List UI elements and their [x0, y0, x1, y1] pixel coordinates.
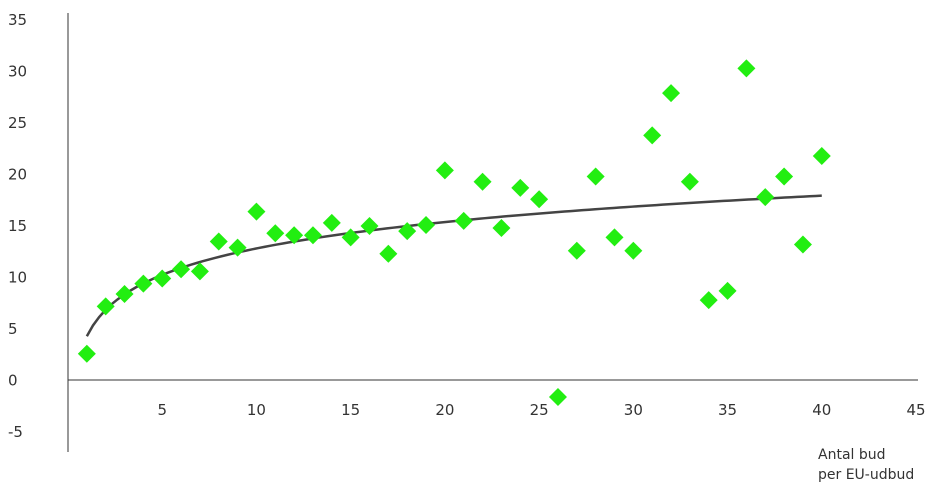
- y-tick-label: 30: [8, 63, 27, 81]
- data-point: [417, 215, 436, 234]
- data-point: [115, 284, 134, 303]
- x-tick-label: 30: [624, 401, 643, 419]
- y-tick-label: 10: [8, 269, 27, 287]
- data-point: [379, 244, 398, 263]
- trendline: [85, 194, 822, 337]
- data-points: [77, 59, 831, 406]
- data-point: [812, 146, 831, 165]
- y-tick-label: 25: [8, 114, 27, 132]
- x-tick-label: 40: [812, 401, 831, 419]
- x-axis-label-line-1: Antal bud: [818, 447, 886, 463]
- y-tick-label: -5: [8, 423, 23, 441]
- data-point: [662, 84, 681, 103]
- data-point: [473, 172, 492, 191]
- data-point: [435, 161, 454, 180]
- data-point: [680, 172, 699, 191]
- data-point: [322, 213, 341, 232]
- data-point: [172, 260, 191, 279]
- data-point: [567, 241, 586, 260]
- x-tick-label: 5: [157, 401, 167, 419]
- x-axis-label-line-2: per EU-udbud: [818, 467, 914, 483]
- y-tick-label: 20: [8, 166, 27, 184]
- data-point: [303, 226, 322, 245]
- data-point: [247, 202, 266, 221]
- data-point: [134, 274, 153, 293]
- data-point: [153, 269, 172, 288]
- data-point: [228, 238, 247, 257]
- data-point: [190, 262, 209, 281]
- data-point: [341, 228, 360, 247]
- data-point: [454, 211, 473, 230]
- x-tick-label: 10: [247, 401, 266, 419]
- data-point: [209, 232, 228, 251]
- x-tick-label: 20: [435, 401, 454, 419]
- x-tick-label: 45: [906, 401, 925, 419]
- x-tick-label: 25: [530, 401, 549, 419]
- data-point: [548, 387, 567, 406]
- data-point: [285, 226, 304, 245]
- data-point: [643, 126, 662, 145]
- data-point: [398, 222, 417, 241]
- data-point: [718, 281, 737, 300]
- y-tick-labels: 35 30 25 20 15 10 5 0 -5: [8, 11, 27, 441]
- data-point: [737, 59, 756, 78]
- data-point: [793, 235, 812, 254]
- data-point: [699, 291, 718, 310]
- y-tick-label: 0: [8, 372, 18, 390]
- x-tick-label: 35: [718, 401, 737, 419]
- data-point: [511, 178, 530, 197]
- data-point: [624, 241, 643, 260]
- y-tick-label: 5: [8, 320, 18, 338]
- data-point: [77, 344, 96, 363]
- data-point: [492, 219, 511, 238]
- x-tick-label: 15: [341, 401, 360, 419]
- data-point: [96, 297, 115, 316]
- data-point: [775, 167, 794, 186]
- x-tick-labels: 5 10 15 20 25 30 35 40 45: [157, 401, 925, 419]
- x-axis-label-2: per EU-udbud: [818, 467, 914, 483]
- data-point: [586, 167, 605, 186]
- data-point: [605, 228, 624, 247]
- data-point: [756, 188, 775, 207]
- y-tick-label: 15: [8, 217, 27, 235]
- y-tick-label: 35: [8, 11, 27, 29]
- x-axis-label: Antal bud: [818, 447, 886, 463]
- data-point: [266, 224, 285, 243]
- data-point: [360, 217, 379, 235]
- data-point: [530, 190, 549, 209]
